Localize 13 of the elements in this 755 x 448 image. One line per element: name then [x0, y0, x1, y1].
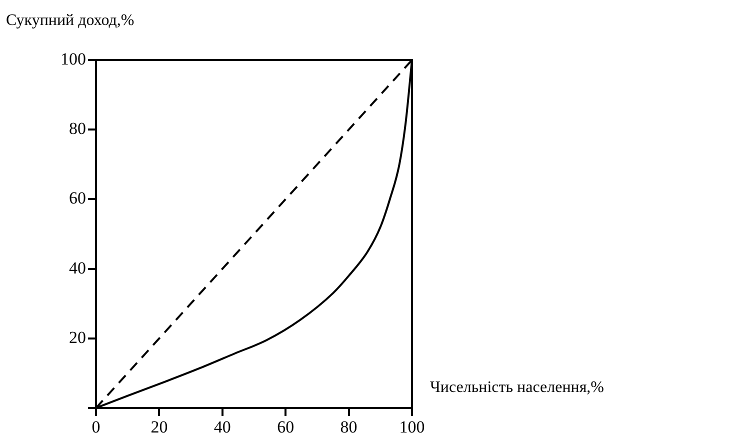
x-tick-label: 0	[92, 418, 100, 437]
x-tick-label: 80	[340, 418, 358, 437]
y-tick-label: 60	[69, 188, 86, 208]
x-tick-label: 40	[214, 418, 231, 437]
y-tick-label: 20	[69, 328, 86, 347]
x-tick-label: 60	[277, 418, 294, 437]
x-tick-label: 20	[150, 418, 168, 437]
x-tick-label: 100	[399, 418, 425, 437]
y-tick-label: 40	[69, 258, 86, 278]
x-axis-title: Чисельність населення,%	[430, 379, 604, 396]
y-tick-label: 80	[69, 119, 86, 138]
y-tick-label: 100	[60, 49, 86, 68]
y-axis-title: Сукупний доход,%	[6, 12, 134, 30]
